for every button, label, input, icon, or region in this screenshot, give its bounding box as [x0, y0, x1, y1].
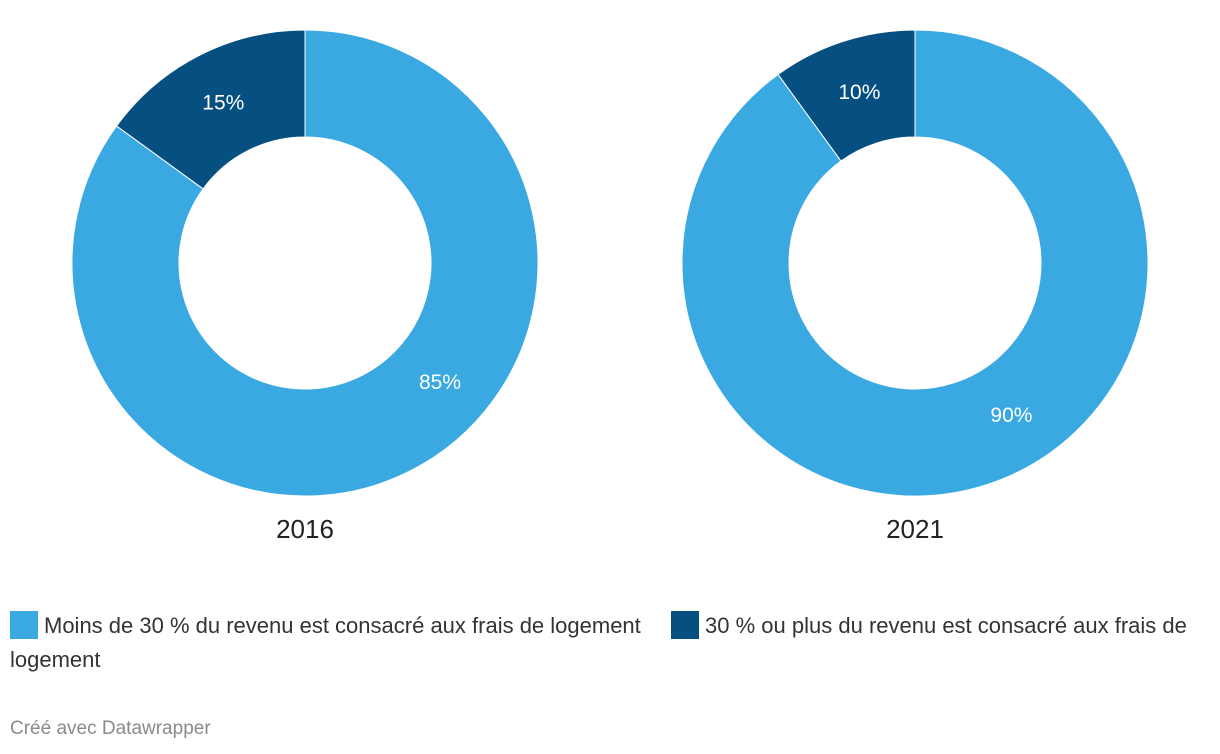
slice-label-2016-85: 85% — [419, 371, 461, 394]
slice-label-2021-90: 90% — [990, 404, 1032, 427]
chart-title-2021: 2021 — [886, 514, 944, 544]
slice-2021-90 — [681, 29, 1149, 497]
legend: Moins de 30 % du revenu est consacré aux… — [10, 609, 1200, 677]
donut-charts: 15% 85% 10% 90% — [71, 29, 1149, 497]
chart-title-2016: 2016 — [276, 514, 334, 544]
slice-label-2021-10: 10% — [838, 81, 880, 104]
legend-item-under-30: Moins de 30 % du revenu est consacré aux… — [10, 611, 647, 639]
slice-2016-15 — [115, 29, 306, 190]
legend-swatch-under-30 — [10, 611, 38, 639]
credit-text: Créé avec Datawrapper — [10, 718, 211, 739]
legend-swatch-30-or-more — [671, 611, 700, 639]
slice-label-2016-15: 15% — [202, 92, 244, 115]
legend-label-30-or-more: 30 % ou plus du revenu est consacré aux … — [10, 613, 1187, 672]
legend-item-30-or-more: 30 % ou plus du revenu est consacré aux … — [10, 611, 1187, 672]
legend-label-under-30: Moins de 30 % du revenu est consacré aux… — [44, 613, 641, 638]
slice-2016-85 — [71, 29, 539, 497]
